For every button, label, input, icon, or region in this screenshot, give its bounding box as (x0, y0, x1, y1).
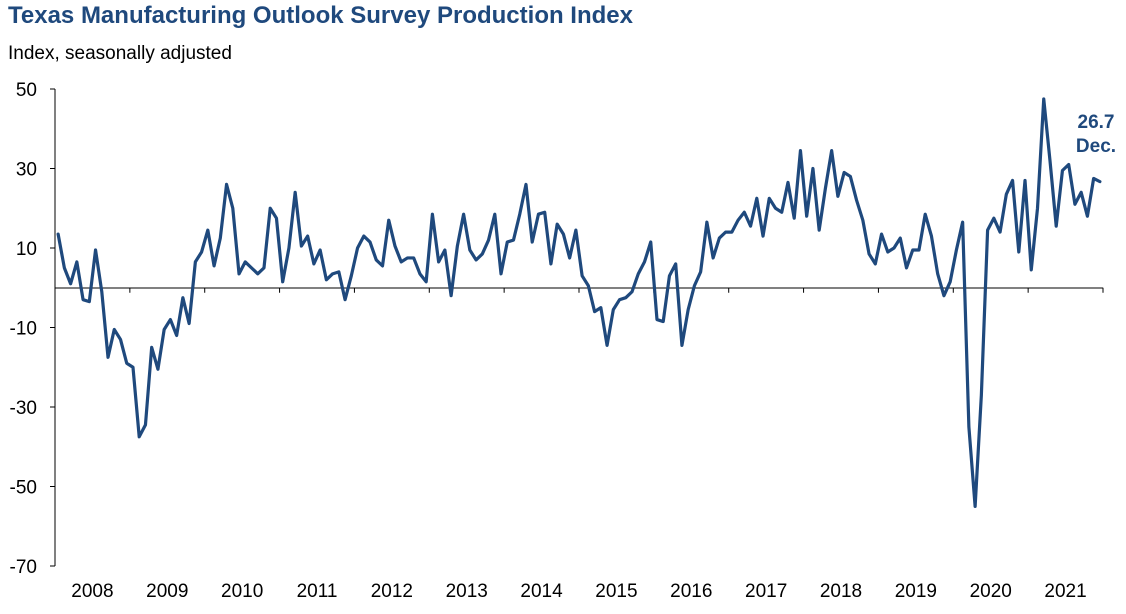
last-value-annotation: 26.7 (1078, 112, 1115, 133)
y-tick-label: 10 (16, 239, 37, 260)
x-tick-label: 2019 (895, 581, 937, 602)
chart-title: Texas Manufacturing Outlook Survey Produ… (8, 2, 633, 29)
x-tick-label: 2013 (446, 581, 488, 602)
y-tick-label: -70 (10, 557, 37, 578)
y-tick-label: 50 (16, 80, 37, 101)
series-line-production-index (56, 97, 1102, 508)
x-tick-label: 2016 (670, 581, 712, 602)
chart-subtitle: Index, seasonally adjusted (8, 43, 232, 64)
x-tick-label: 2021 (1044, 581, 1086, 602)
x-tick-label: 2020 (970, 581, 1012, 602)
x-tick-label: 2008 (71, 581, 113, 602)
y-tick-label: -30 (10, 398, 37, 419)
x-tick-label: 2009 (146, 581, 188, 602)
x-tick-label: 2017 (745, 581, 787, 602)
y-tick-label: -50 (10, 478, 37, 499)
x-tick-label: 2010 (221, 581, 263, 602)
x-tick-label: 2012 (371, 581, 413, 602)
y-tick-label: -10 (10, 319, 37, 340)
x-tick-label: 2018 (820, 581, 862, 602)
x-tick-label: 2015 (595, 581, 637, 602)
y-tick-label: 30 (16, 160, 37, 181)
x-tick-label: 2014 (520, 581, 563, 602)
x-tick-label: 2011 (297, 581, 338, 602)
last-month-annotation: Dec. (1076, 136, 1116, 157)
